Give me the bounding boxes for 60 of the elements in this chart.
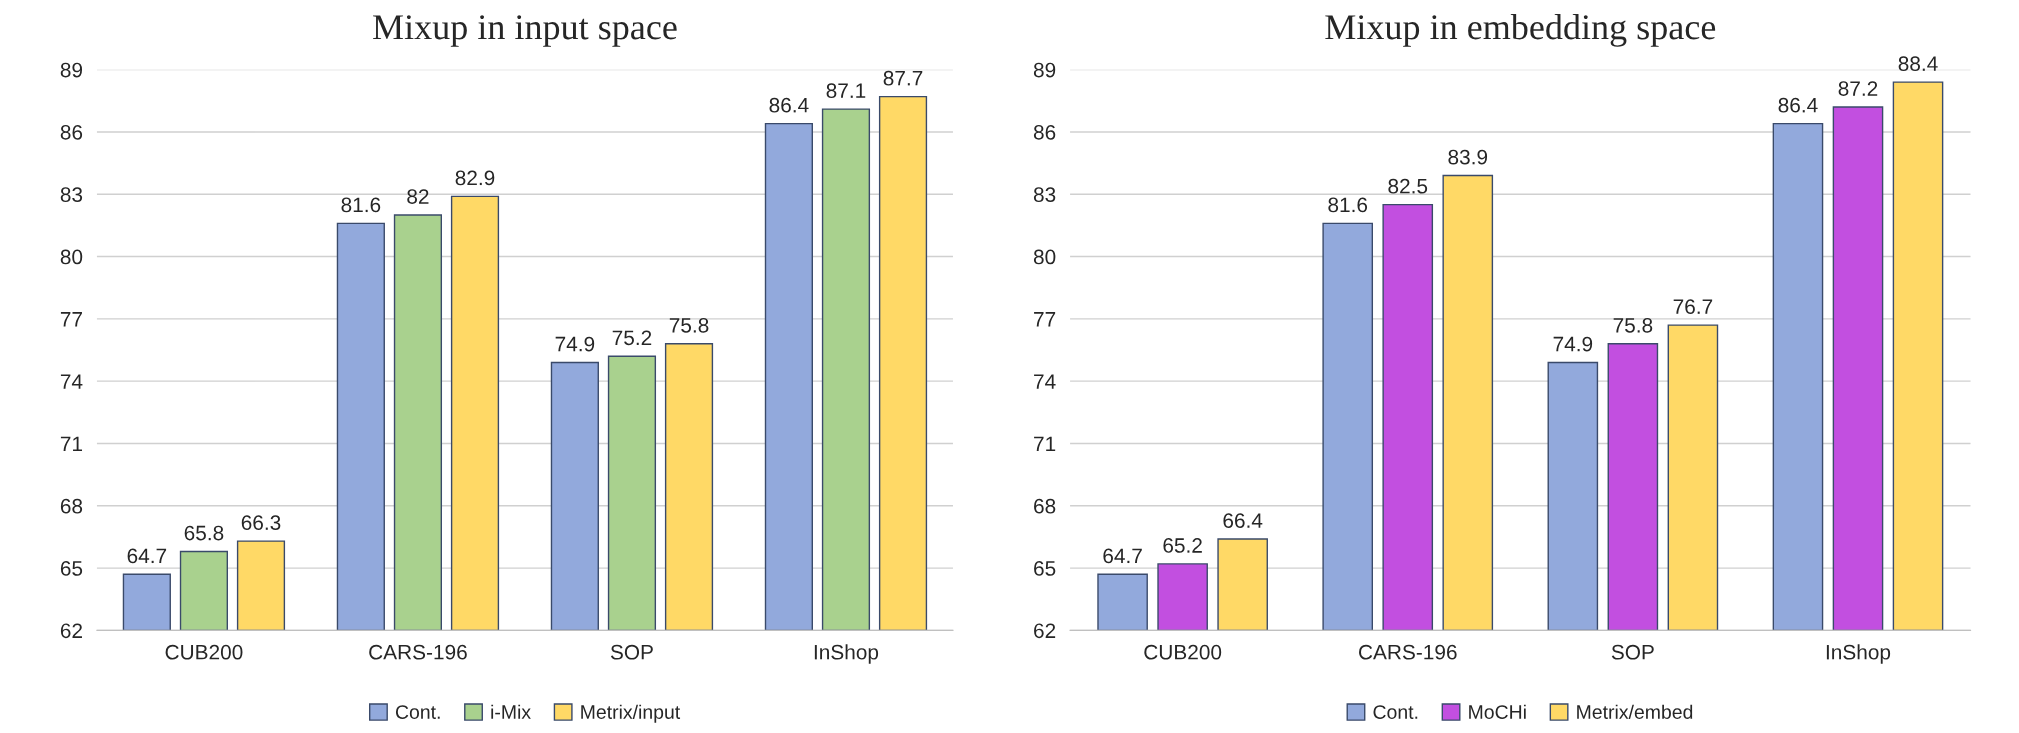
y-tick-label: 68 — [1034, 498, 1056, 514]
data-label: 83.9 — [1448, 149, 1488, 165]
data-label: 65.2 — [1163, 538, 1202, 553]
data-label: 64.7 — [1103, 548, 1142, 564]
chart-title: Mixup in embedding space — [1325, 14, 1716, 47]
y-tick-label: 80 — [60, 249, 83, 265]
x-tick-label: SOP — [610, 644, 653, 660]
x-tick-label: InShop — [814, 644, 879, 664]
y-tick-label: 71 — [60, 436, 83, 452]
legend-label: Metrix/input — [581, 704, 681, 723]
y-tick-label: 62 — [1034, 623, 1056, 639]
y-tick-label: 71 — [1034, 436, 1056, 452]
y-tick-label: 86 — [1033, 124, 1056, 140]
y-tick-label: 86 — [60, 124, 83, 140]
data-label: 81.6 — [1328, 197, 1368, 213]
chart-title: Mixup in input space — [373, 15, 677, 47]
y-tick-label: 74 — [60, 374, 83, 389]
legend-label: Metrix/embed — [1577, 704, 1693, 719]
data-label: 64.7 — [127, 548, 167, 564]
y-tick-label: 80 — [1033, 249, 1056, 265]
legend-label: MoCHi — [1469, 704, 1526, 719]
data-label: 87.2 — [1838, 81, 1878, 96]
data-label: 82.5 — [1388, 178, 1428, 194]
data-label: 86.4 — [769, 97, 809, 113]
data-label: 75.8 — [1613, 317, 1653, 333]
data-label: 66.4 — [1223, 513, 1263, 528]
y-tick-label: 89 — [60, 62, 83, 78]
y-tick-label: 89 — [1033, 62, 1056, 78]
y-tick-label: 65 — [60, 561, 83, 576]
legend-label: i-Mix — [491, 704, 531, 719]
y-tick-label: 77 — [60, 312, 82, 327]
y-tick-label: 83 — [1033, 187, 1056, 202]
y-tick-label: 68 — [60, 498, 83, 514]
data-label: 75.8 — [669, 317, 709, 333]
data-label: 66.3 — [241, 515, 281, 531]
data-label: 74.9 — [555, 336, 595, 352]
y-tick-label: 83 — [60, 187, 83, 202]
y-tick-label: 65 — [1034, 561, 1056, 576]
data-label: 65.8 — [184, 525, 224, 541]
data-label: 81.6 — [341, 197, 381, 213]
x-tick-label: SOP — [1611, 644, 1654, 660]
data-label: 74.9 — [1553, 336, 1593, 352]
data-label: 82 — [407, 189, 429, 204]
data-label: 87.7 — [883, 70, 923, 86]
y-tick-label: 77 — [1034, 312, 1056, 327]
data-label: 82.9 — [455, 170, 495, 186]
data-label: 88.4 — [1898, 56, 1938, 72]
data-label: 75.2 — [612, 330, 652, 346]
data-label: 86.4 — [1778, 97, 1818, 113]
x-tick-label: CARS-196 — [369, 644, 467, 660]
x-tick-label: CARS-196 — [1359, 644, 1457, 660]
y-tick-label: 74 — [1034, 374, 1056, 389]
y-tick-label: 62 — [60, 623, 82, 639]
x-tick-label: CUB200 — [1144, 644, 1222, 660]
data-label: 76.7 — [1673, 299, 1713, 315]
x-tick-label: InShop — [1826, 644, 1891, 664]
x-tick-label: CUB200 — [165, 644, 243, 660]
legend-label: Cont. — [395, 705, 440, 719]
legend-label: Cont. — [1373, 705, 1418, 719]
data-label: 87.1 — [826, 83, 866, 99]
